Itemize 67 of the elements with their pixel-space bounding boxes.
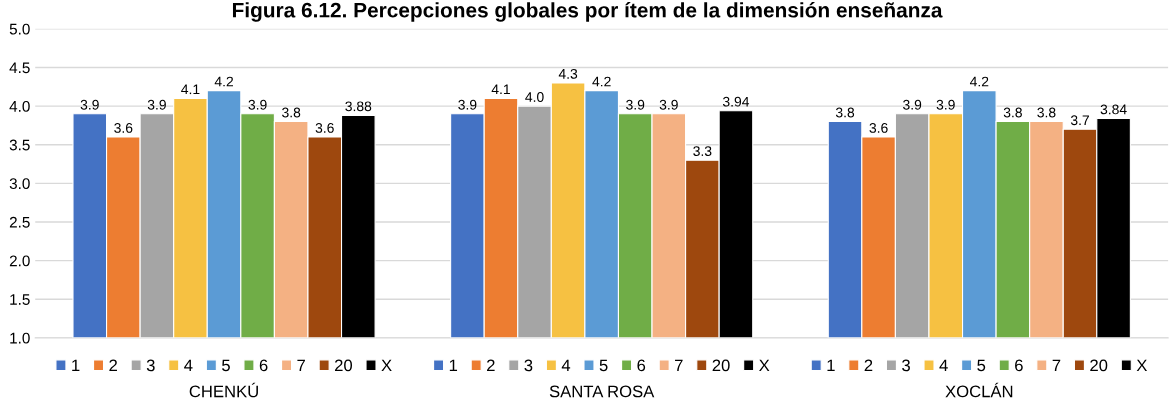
legend-label: 1 [72, 359, 80, 372]
text: 4 [561, 359, 571, 372]
x-tick-label: SANTA ROSA [549, 385, 655, 398]
data-label: 3.3 [693, 146, 712, 157]
legend-label: 4 [184, 359, 193, 372]
data-label: 4.2 [592, 76, 611, 87]
text: 20 [1090, 359, 1108, 372]
y-tick-label: 3.5 [9, 139, 30, 151]
data-label: 3.88 [345, 101, 372, 112]
text: 7 [675, 359, 683, 372]
data-label: 3.84 [1100, 104, 1127, 115]
text: 5 [599, 359, 608, 372]
data-label: 3.9 [80, 99, 99, 110]
data-label: 4.0 [525, 92, 544, 102]
legend-label: 3 [146, 359, 155, 372]
data-label: 4.1 [181, 84, 200, 95]
y-tick-label: 2.5 [9, 216, 30, 228]
text: 3 [902, 359, 910, 372]
data-label: 3.94 [722, 96, 750, 107]
data-label: 4.2 [969, 76, 989, 87]
text: 3 [524, 359, 533, 372]
data-label: 4.2 [214, 76, 233, 87]
data-label: 3.9 [936, 99, 955, 110]
y-tick-label: 3.0 [9, 178, 30, 190]
legend-label: X [381, 359, 392, 372]
legend-label: 6 [259, 359, 268, 372]
data-label: 4.3 [558, 68, 578, 79]
y-tick-label: 2.0 [9, 255, 30, 267]
legend-label: 20 [334, 359, 353, 372]
data-label: 3.8 [1037, 107, 1056, 118]
text: X [759, 359, 770, 372]
data-label: 3.6 [869, 123, 888, 133]
data-label: 3.9 [147, 99, 166, 110]
text: 7 [1052, 359, 1061, 372]
text: X [1136, 359, 1148, 372]
data-label: 3.9 [903, 99, 922, 110]
data-label: 3.9 [626, 99, 645, 110]
data-label: 3.7 [1070, 115, 1089, 126]
data-label: 3.8 [282, 107, 301, 118]
data-label: 3.9 [458, 99, 477, 110]
text: 4 [939, 359, 948, 372]
data-label: 3.6 [315, 123, 334, 133]
y-tick-label: 4.0 [9, 100, 30, 112]
legend-label: 7 [297, 359, 305, 372]
text: 6 [637, 359, 646, 372]
data-label: 3.9 [659, 99, 678, 110]
x-tick-label: CHENKÚ [189, 382, 258, 398]
y-tick-label: 1.0 [10, 332, 30, 344]
legend-label: 5 [222, 359, 230, 372]
text: 1 [827, 359, 835, 372]
text: 1 [449, 359, 458, 372]
y-tick-label: 5.0 [9, 23, 30, 35]
legend-label: 2 [109, 359, 117, 372]
data-label: 3.8 [835, 107, 855, 118]
text: 20 [712, 359, 730, 372]
text: 2 [864, 359, 873, 372]
data-label: 3.8 [1003, 107, 1022, 118]
data-label: 3.9 [248, 99, 267, 110]
data-label: 4.1 [491, 84, 510, 95]
y-tick-label: 4.5 [9, 62, 30, 74]
text: 5 [977, 359, 986, 372]
data-label: 3.6 [114, 123, 133, 133]
text: 2 [487, 359, 495, 372]
y-tick-label: 1.5 [10, 294, 30, 305]
text: 6 [1015, 359, 1023, 372]
x-tick-label: XOCLÁN [945, 382, 1013, 398]
chart-title: Figura 6.12. Percepciones globales por ítem de la dimensión enseñanza [232, 2, 943, 22]
